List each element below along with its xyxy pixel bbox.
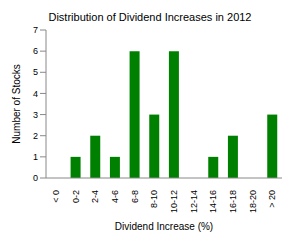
svg-text:< 0: < 0 — [51, 190, 61, 203]
svg-text:0: 0 — [33, 173, 38, 183]
svg-text:Dividend Increase (%): Dividend Increase (%) — [115, 221, 213, 232]
svg-text:3: 3 — [33, 110, 38, 120]
svg-text:7: 7 — [33, 26, 38, 35]
svg-text:16-18: 16-18 — [228, 190, 238, 213]
svg-text:1: 1 — [33, 152, 38, 162]
svg-text:Number of Stocks: Number of Stocks — [11, 64, 22, 143]
svg-text:4-6: 4-6 — [110, 190, 120, 203]
svg-text:6: 6 — [33, 46, 38, 56]
svg-text:10-12: 10-12 — [169, 190, 179, 213]
svg-text:12-14: 12-14 — [189, 190, 199, 213]
svg-text:> 20: > 20 — [267, 190, 277, 208]
svg-text:8-10: 8-10 — [149, 190, 159, 208]
html-text:Distribution of Dividend Incre: Distribution of Dividend Increases in 20… — [48, 11, 252, 23]
svg-text:18-20: 18-20 — [248, 190, 258, 213]
svg-text:6-8: 6-8 — [130, 190, 140, 203]
svg-text:14-16: 14-16 — [208, 190, 218, 213]
svg-text:2-4: 2-4 — [90, 190, 100, 203]
svg-text:4: 4 — [33, 89, 38, 99]
svg-text:2: 2 — [33, 131, 38, 141]
svg-text:0-2: 0-2 — [71, 190, 81, 203]
svg-text:5: 5 — [33, 67, 38, 77]
